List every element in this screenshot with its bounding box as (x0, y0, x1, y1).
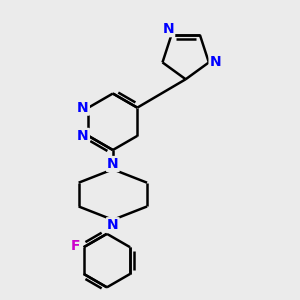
Text: N: N (107, 218, 119, 232)
Text: F: F (71, 239, 80, 253)
Text: N: N (163, 22, 174, 36)
Text: N: N (107, 157, 119, 171)
Text: N: N (77, 129, 89, 143)
Text: N: N (77, 100, 89, 115)
Text: N: N (210, 56, 221, 69)
